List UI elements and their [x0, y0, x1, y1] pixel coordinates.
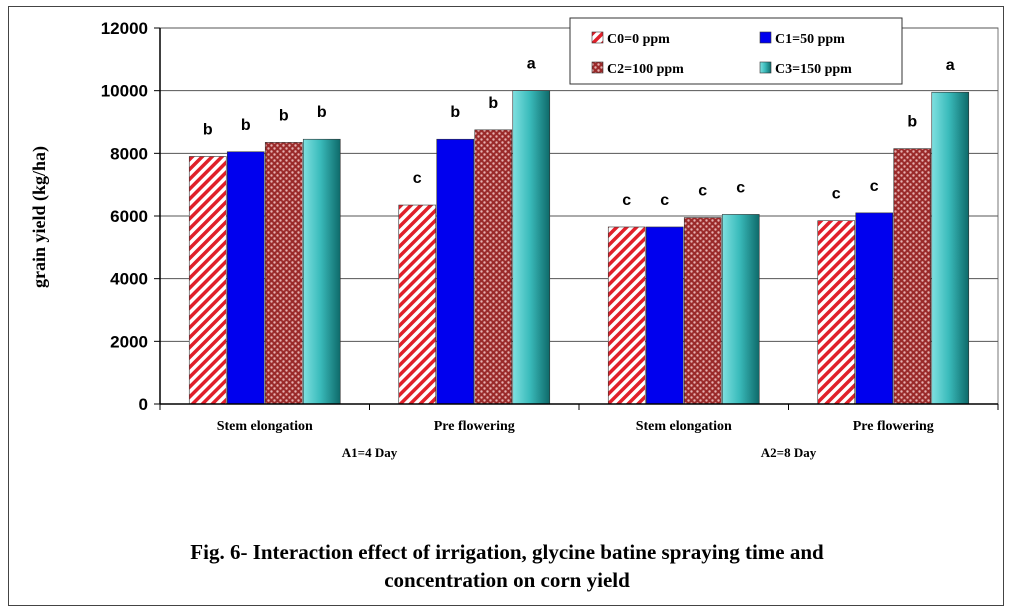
y-tick-label: 0	[139, 395, 148, 414]
bar	[721, 214, 760, 405]
bar	[226, 151, 265, 405]
bar	[436, 138, 475, 405]
bar	[607, 226, 646, 405]
bar	[931, 91, 970, 405]
significance-letter: b	[203, 121, 213, 138]
y-tick-label: 8000	[110, 144, 148, 163]
bar	[855, 212, 894, 405]
bar	[817, 220, 856, 405]
x-category-label: Pre flowering	[853, 419, 934, 434]
figure-frame	[8, 6, 1004, 606]
y-tick-label: 6000	[110, 207, 148, 226]
axes: 0 2000 4000 6000 8000 10000 12000 Stem elongati…	[101, 19, 999, 460]
y-tick-label: 12000	[101, 19, 148, 38]
significance-letter: b	[450, 104, 460, 121]
y-tick-label: 10000	[101, 82, 148, 101]
x-category-label: Pre flowering	[434, 419, 515, 434]
figure-caption-line1: Fig. 6- Interaction effect of irrigation…	[190, 540, 824, 564]
bar	[893, 148, 932, 405]
y-tick-label: 4000	[110, 270, 148, 289]
legend-swatch	[591, 61, 604, 74]
legend: C0=0 ppm C1=50 ppm C2=100 ppm C3=150 ppm	[569, 17, 903, 85]
significance-letter: b	[317, 104, 327, 121]
y-tick-label: 2000	[110, 332, 148, 351]
bar	[645, 226, 684, 405]
significance-letter: c	[832, 186, 841, 203]
bar	[512, 90, 551, 405]
significance-letter: c	[698, 183, 707, 200]
legend-box	[569, 17, 903, 85]
legend-swatch	[759, 31, 772, 44]
legend-swatch	[591, 31, 604, 44]
x-category-label: Stem elongation	[217, 419, 313, 434]
bar	[264, 142, 303, 405]
bar	[474, 129, 513, 405]
bar	[302, 138, 341, 405]
significance-letter: b	[241, 117, 251, 134]
y-axis-label: grain yield (kg/ha)	[29, 146, 50, 288]
significance-letter: a	[946, 57, 955, 74]
significance-letter: c	[622, 192, 631, 209]
figure-caption-line2: concentration on corn yield	[384, 568, 630, 592]
legend-label: C3=150 ppm	[775, 62, 852, 77]
significance-letter: c	[736, 179, 745, 196]
significance-letters: b b b b c b b a c c c c c c b a	[203, 56, 955, 209]
significance-letter: b	[907, 114, 917, 131]
significance-letter: b	[488, 95, 498, 112]
significance-letter: c	[413, 170, 422, 187]
x-group-label: A1=4 Day	[342, 445, 398, 460]
bar	[683, 217, 722, 405]
x-category-label: Stem elongation	[636, 419, 732, 434]
significance-letter: c	[660, 192, 669, 209]
bar	[188, 156, 227, 405]
bar-chart: b b b b c b b a c c c c c c b a 0 2000 4000 6000 8000 10000 1…	[29, 17, 999, 460]
legend-swatch	[759, 61, 772, 74]
bar	[398, 204, 437, 405]
legend-label: C0=0 ppm	[607, 32, 670, 47]
significance-letter: c	[870, 178, 879, 195]
x-group-label: A2=8 Day	[761, 445, 817, 460]
significance-letter: a	[527, 56, 536, 73]
legend-label: C1=50 ppm	[775, 32, 845, 47]
significance-letter: b	[279, 107, 289, 124]
legend-label: C2=100 ppm	[607, 62, 684, 77]
bars-layer	[188, 90, 970, 405]
